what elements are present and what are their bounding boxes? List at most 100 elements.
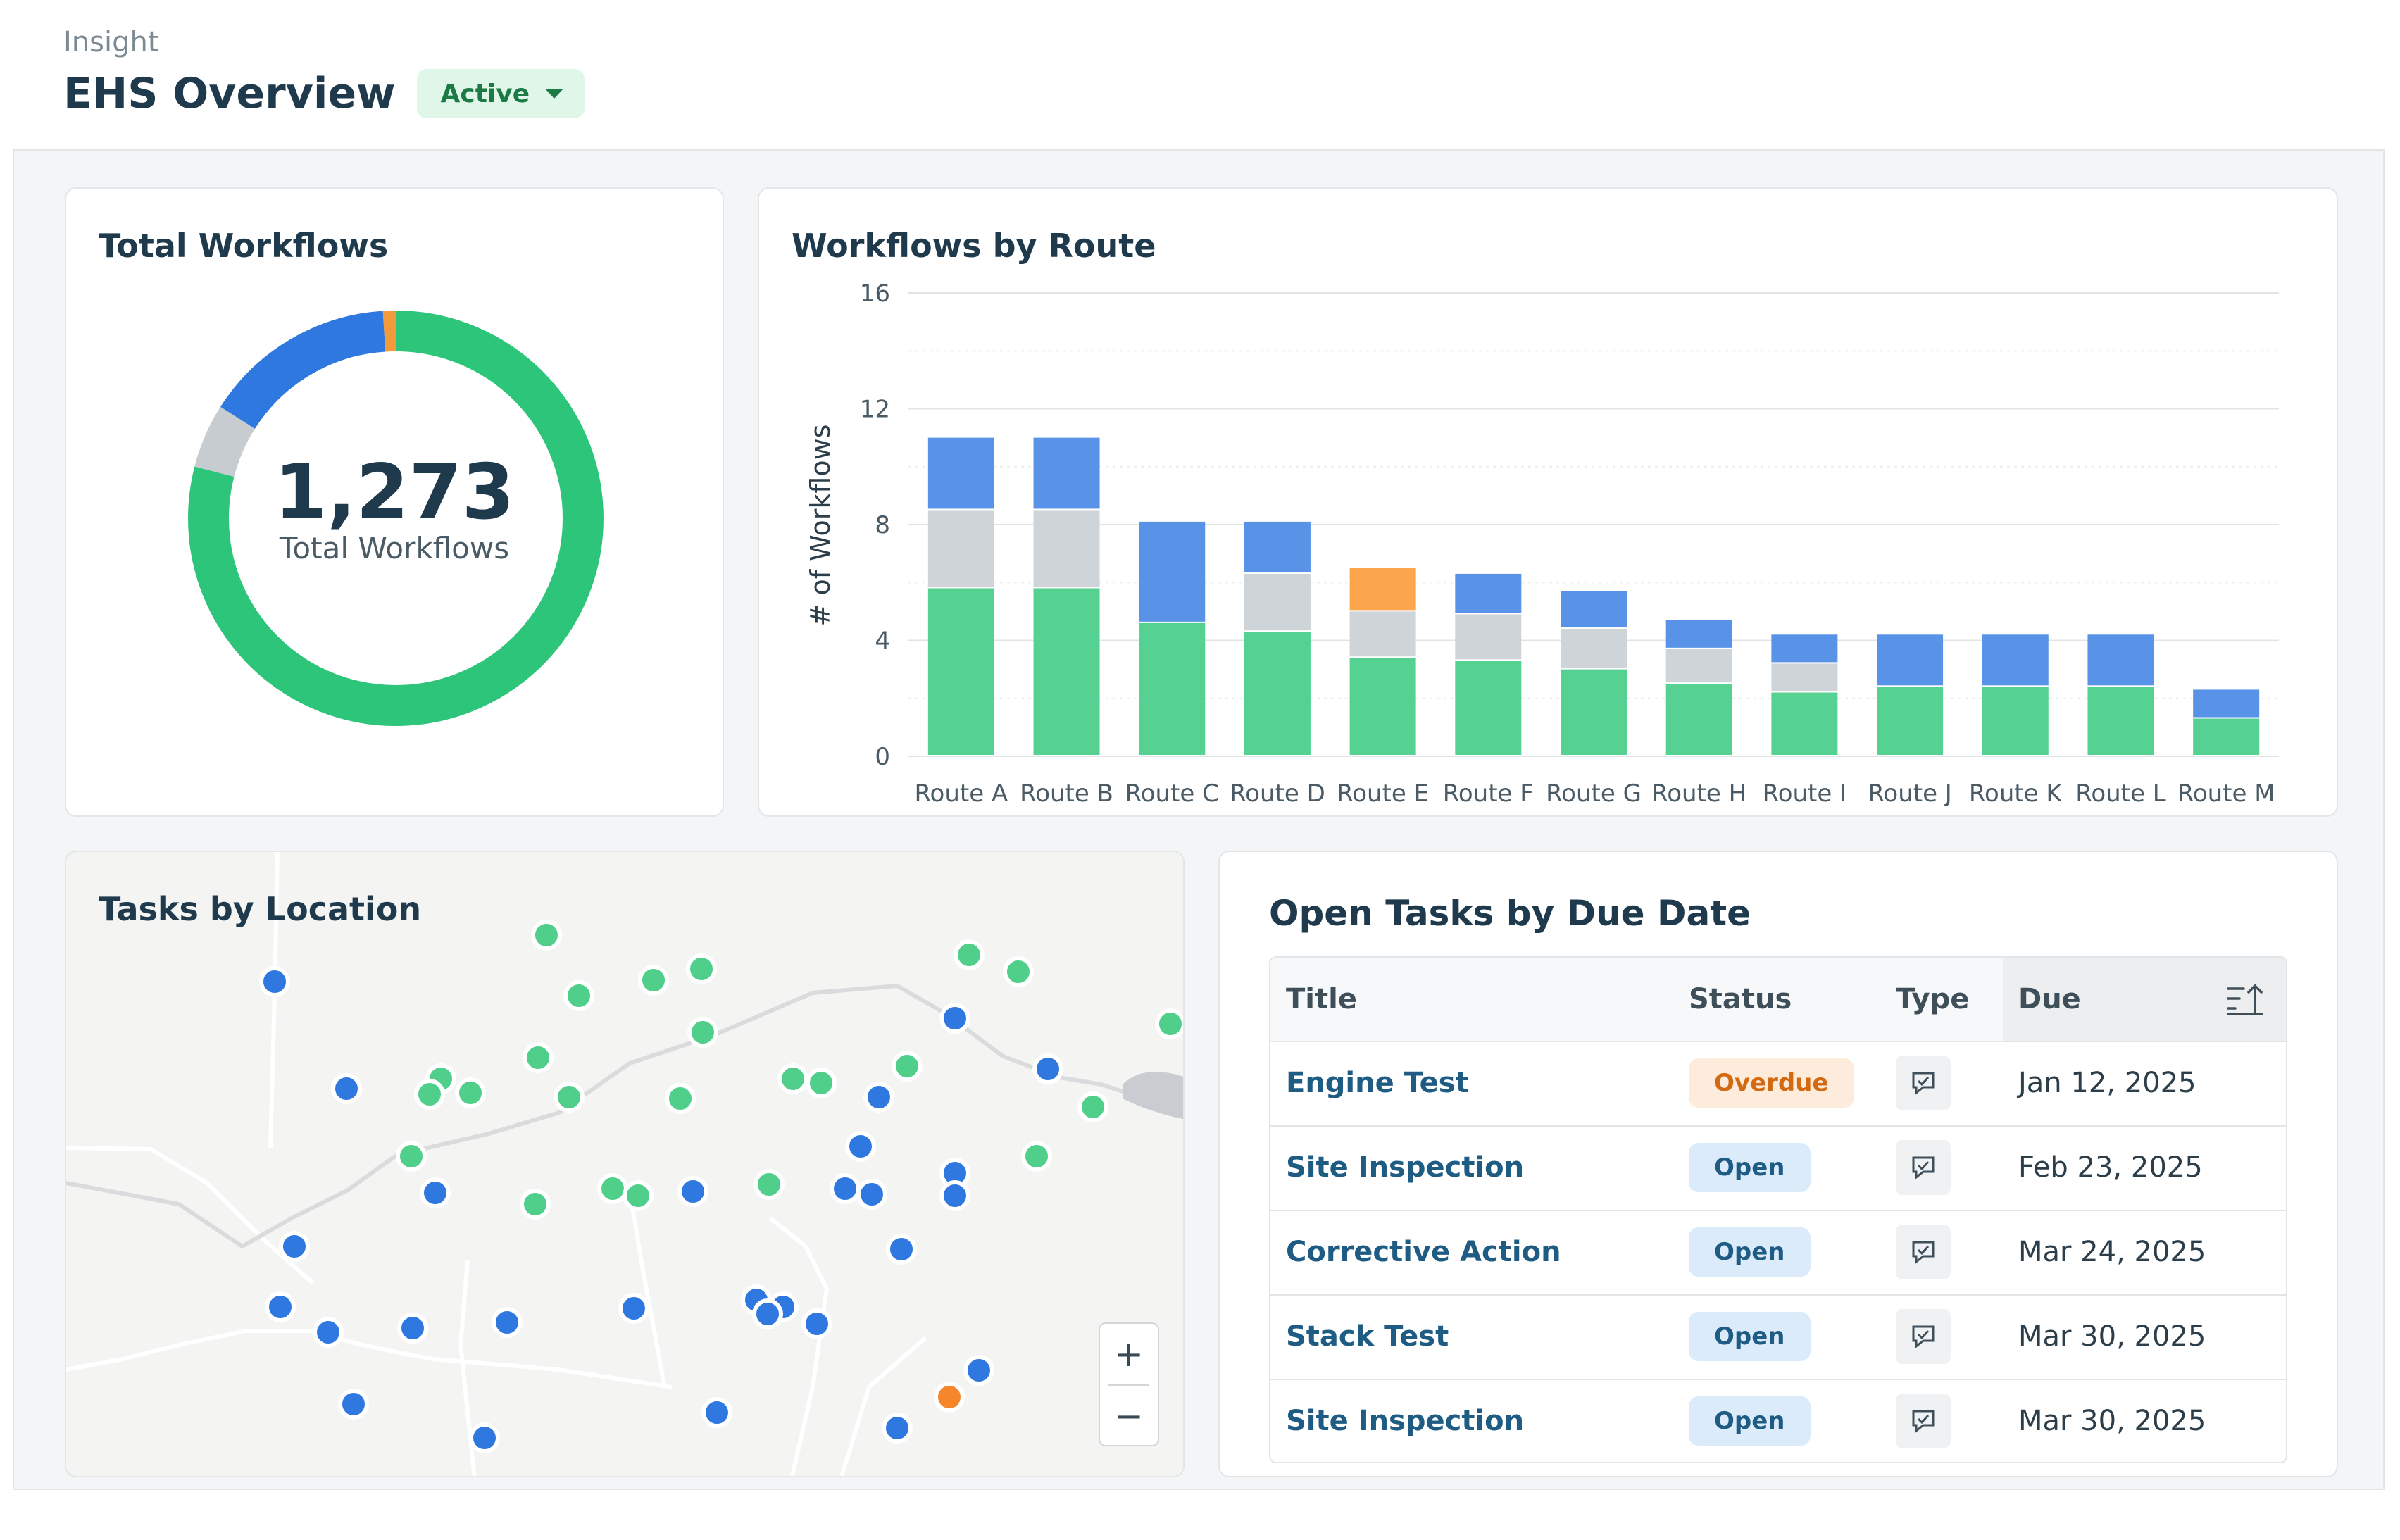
column-header-due[interactable]: Due [2018,983,2081,1015]
map-marker-green[interactable] [806,1068,837,1098]
bar-segment[interactable] [1455,614,1522,660]
bar-segment[interactable] [2193,689,2260,718]
map-marker-blue[interactable] [886,1234,917,1265]
table-row[interactable]: Corrective Action Open Mar 24, 2025 [1270,1210,2286,1296]
bar-segment[interactable] [1244,632,1311,755]
map-marker-blue[interactable] [963,1355,994,1386]
map-marker-green[interactable] [563,980,594,1011]
map-marker-green[interactable] [597,1173,628,1204]
bar-segment[interactable] [1771,663,1838,691]
map-marker-blue[interactable] [939,1003,970,1034]
table-row[interactable]: Site Inspection Open Feb 23, 2025 [1270,1125,2286,1211]
map-marker-blue[interactable] [265,1291,296,1322]
bar-segment[interactable] [1982,687,2049,755]
task-title-link[interactable]: Site Inspection [1286,1151,1525,1184]
table-row[interactable]: Engine Test Overdue Jan 12, 2025 [1270,1041,2286,1127]
map-marker-blue[interactable] [397,1313,428,1344]
map-marker-green[interactable] [396,1141,427,1172]
map-marker-green[interactable] [954,939,985,970]
map-marker-green[interactable] [754,1169,785,1200]
map-marker-green[interactable] [686,953,717,984]
bar-segment[interactable] [1665,649,1732,683]
map-marker-blue[interactable] [845,1131,876,1162]
bar-segment[interactable] [1349,611,1416,657]
map-marker-green[interactable] [1155,1008,1184,1039]
status-dropdown[interactable]: Active [416,69,585,118]
checklist-icon[interactable] [1896,1140,1951,1195]
map-marker-green[interactable] [1003,956,1034,987]
bar-segment[interactable] [1455,573,1522,613]
checklist-icon[interactable] [1896,1394,1951,1448]
bar-segment[interactable] [1033,510,1100,587]
map-marker-green[interactable] [554,1082,585,1113]
map-marker-blue[interactable] [259,966,290,997]
table-row[interactable]: Site Inspection Open Mar 30, 2025 [1270,1379,2286,1462]
zoom-out-button[interactable]: − [1114,1396,1144,1436]
bar-segment[interactable] [1561,629,1627,668]
bar-segment[interactable] [1561,591,1627,628]
map-marker-blue[interactable] [856,1179,887,1210]
map-marker-green[interactable] [638,965,669,996]
map-marker-blue[interactable] [830,1173,861,1204]
map-marker-blue[interactable] [677,1176,708,1207]
map-marker-green[interactable] [414,1079,445,1110]
bar-segment[interactable] [1349,568,1416,611]
map-marker-blue[interactable] [863,1082,894,1113]
bar-segment[interactable] [1877,634,1944,686]
bar-segment[interactable] [1665,620,1732,648]
map-marker-blue[interactable] [331,1073,362,1104]
donut-segment-orange[interactable] [188,311,604,726]
zoom-in-button[interactable]: + [1114,1334,1144,1375]
bar-segment[interactable] [927,588,994,755]
map-marker-green[interactable] [520,1189,551,1220]
bar-segment[interactable] [1139,521,1206,622]
column-header-type[interactable]: Type [1896,983,1970,1015]
bar-segment[interactable] [2087,634,2154,686]
table-row[interactable]: Stack Test Open Mar 30, 2025 [1270,1294,2286,1380]
map-marker-green[interactable] [455,1077,486,1108]
map-marker-green[interactable] [1077,1091,1108,1122]
checklist-icon[interactable] [1896,1225,1951,1279]
map-marker-green[interactable] [523,1042,554,1073]
bar-segment[interactable] [1139,622,1206,755]
map-marker-green[interactable] [1021,1141,1052,1172]
bar-segment[interactable] [1244,521,1311,572]
sort-ascending-icon[interactable] [2225,983,2265,1015]
map-marker-blue[interactable] [752,1298,783,1329]
bar-segment[interactable] [927,437,994,509]
task-title-link[interactable]: Stack Test [1286,1320,1449,1353]
map-marker-blue[interactable] [939,1180,970,1211]
map-marker-blue[interactable] [882,1413,913,1444]
map-marker-blue[interactable] [801,1308,832,1339]
checklist-icon[interactable] [1896,1309,1951,1364]
map-marker-green[interactable] [665,1083,696,1114]
bar-segment[interactable] [1033,437,1100,509]
column-header-status[interactable]: Status [1689,983,1792,1015]
bar-segment[interactable] [1033,588,1100,755]
bar-segment[interactable] [1665,684,1732,755]
task-title-link[interactable]: Corrective Action [1286,1236,1561,1268]
map-marker-blue[interactable] [338,1389,369,1420]
map-marker-green[interactable] [777,1063,808,1094]
bar-segment[interactable] [1455,661,1522,755]
column-header-title[interactable]: Title [1286,983,1357,1015]
map-marker-blue[interactable] [492,1307,523,1338]
bar-segment[interactable] [1349,658,1416,755]
map-marker-orange[interactable] [934,1382,965,1413]
breadcrumb[interactable]: Insight [63,26,159,58]
bar-segment[interactable] [1771,692,1838,755]
map[interactable] [66,852,1185,1477]
map-marker-green[interactable] [687,1017,718,1048]
bar-segment[interactable] [2087,687,2154,755]
map-marker-blue[interactable] [1032,1053,1063,1084]
bar-segment[interactable] [1561,669,1627,755]
map-marker-green[interactable] [623,1180,654,1211]
bar-segment[interactable] [1771,634,1838,663]
map-marker-blue[interactable] [313,1317,344,1348]
checklist-icon[interactable] [1896,1056,1951,1110]
map-marker-blue[interactable] [420,1177,451,1208]
bar-segment[interactable] [2193,718,2260,755]
map-marker-green[interactable] [531,920,562,951]
bar-segment[interactable] [1244,573,1311,631]
map-marker-blue[interactable] [618,1293,649,1324]
